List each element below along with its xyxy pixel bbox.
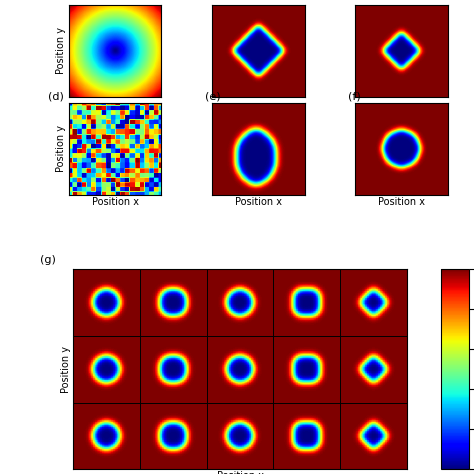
Text: (e): (e) [205,92,220,102]
Text: (f): (f) [348,92,361,102]
Text: (g): (g) [40,255,56,265]
Text: (d): (d) [48,92,64,102]
Y-axis label: Position y: Position y [61,346,71,393]
X-axis label: Position x: Position x [378,197,425,207]
Y-axis label: Position y: Position y [56,27,66,74]
X-axis label: Position x: Position x [217,471,264,474]
Y-axis label: Position y: Position y [56,126,66,173]
X-axis label: Position x: Position x [235,197,282,207]
X-axis label: Position x: Position x [91,197,138,207]
